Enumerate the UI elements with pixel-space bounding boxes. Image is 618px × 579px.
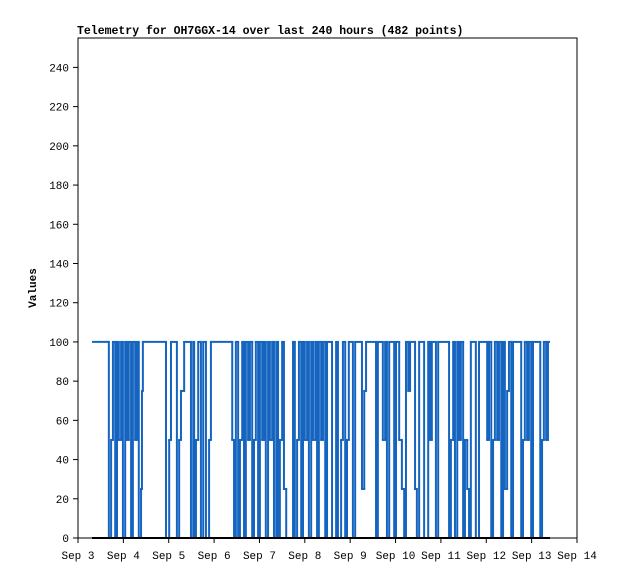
y-tick-label: 140 <box>49 259 69 271</box>
x-tick-label: Sep 5 <box>152 551 185 563</box>
y-tick-label: 240 <box>49 63 69 75</box>
x-tick-label: Sep 3 <box>61 551 94 563</box>
x-tick-label: Sep 9 <box>334 551 367 563</box>
x-tick-label: Sep 12 <box>466 551 506 563</box>
y-tick-label: 200 <box>49 142 69 154</box>
y-tick-label: 160 <box>49 220 69 232</box>
y-tick-label: 40 <box>56 456 69 468</box>
y-tick-label: 80 <box>56 377 69 389</box>
x-tick-label: Sep 4 <box>107 551 140 563</box>
x-tick-label: Sep 11 <box>421 551 461 563</box>
chart-title: Telemetry for OH7GGX-14 over last 240 ho… <box>77 25 463 38</box>
x-tick-label: Sep 10 <box>376 551 416 563</box>
step-riser <box>107 341 549 538</box>
y-axis-label: Values <box>28 268 40 308</box>
x-tick-label: Sep 13 <box>512 551 552 563</box>
y-tick-label: 220 <box>49 103 69 115</box>
x-tick-label: Sep 7 <box>243 551 276 563</box>
y-tick-label: 20 <box>56 495 69 507</box>
y-tick-label: 100 <box>49 338 69 350</box>
x-tick-label: Sep 14 <box>557 551 597 563</box>
y-tick-label: 180 <box>49 181 69 193</box>
x-tick-label: Sep 6 <box>198 551 231 563</box>
y-tick-label: 60 <box>56 416 69 428</box>
y-tick-label: 120 <box>49 299 69 311</box>
plot-frame <box>77 37 578 539</box>
x-tick-label: Sep 8 <box>288 551 321 563</box>
y-tick-label: 0 <box>62 534 69 546</box>
